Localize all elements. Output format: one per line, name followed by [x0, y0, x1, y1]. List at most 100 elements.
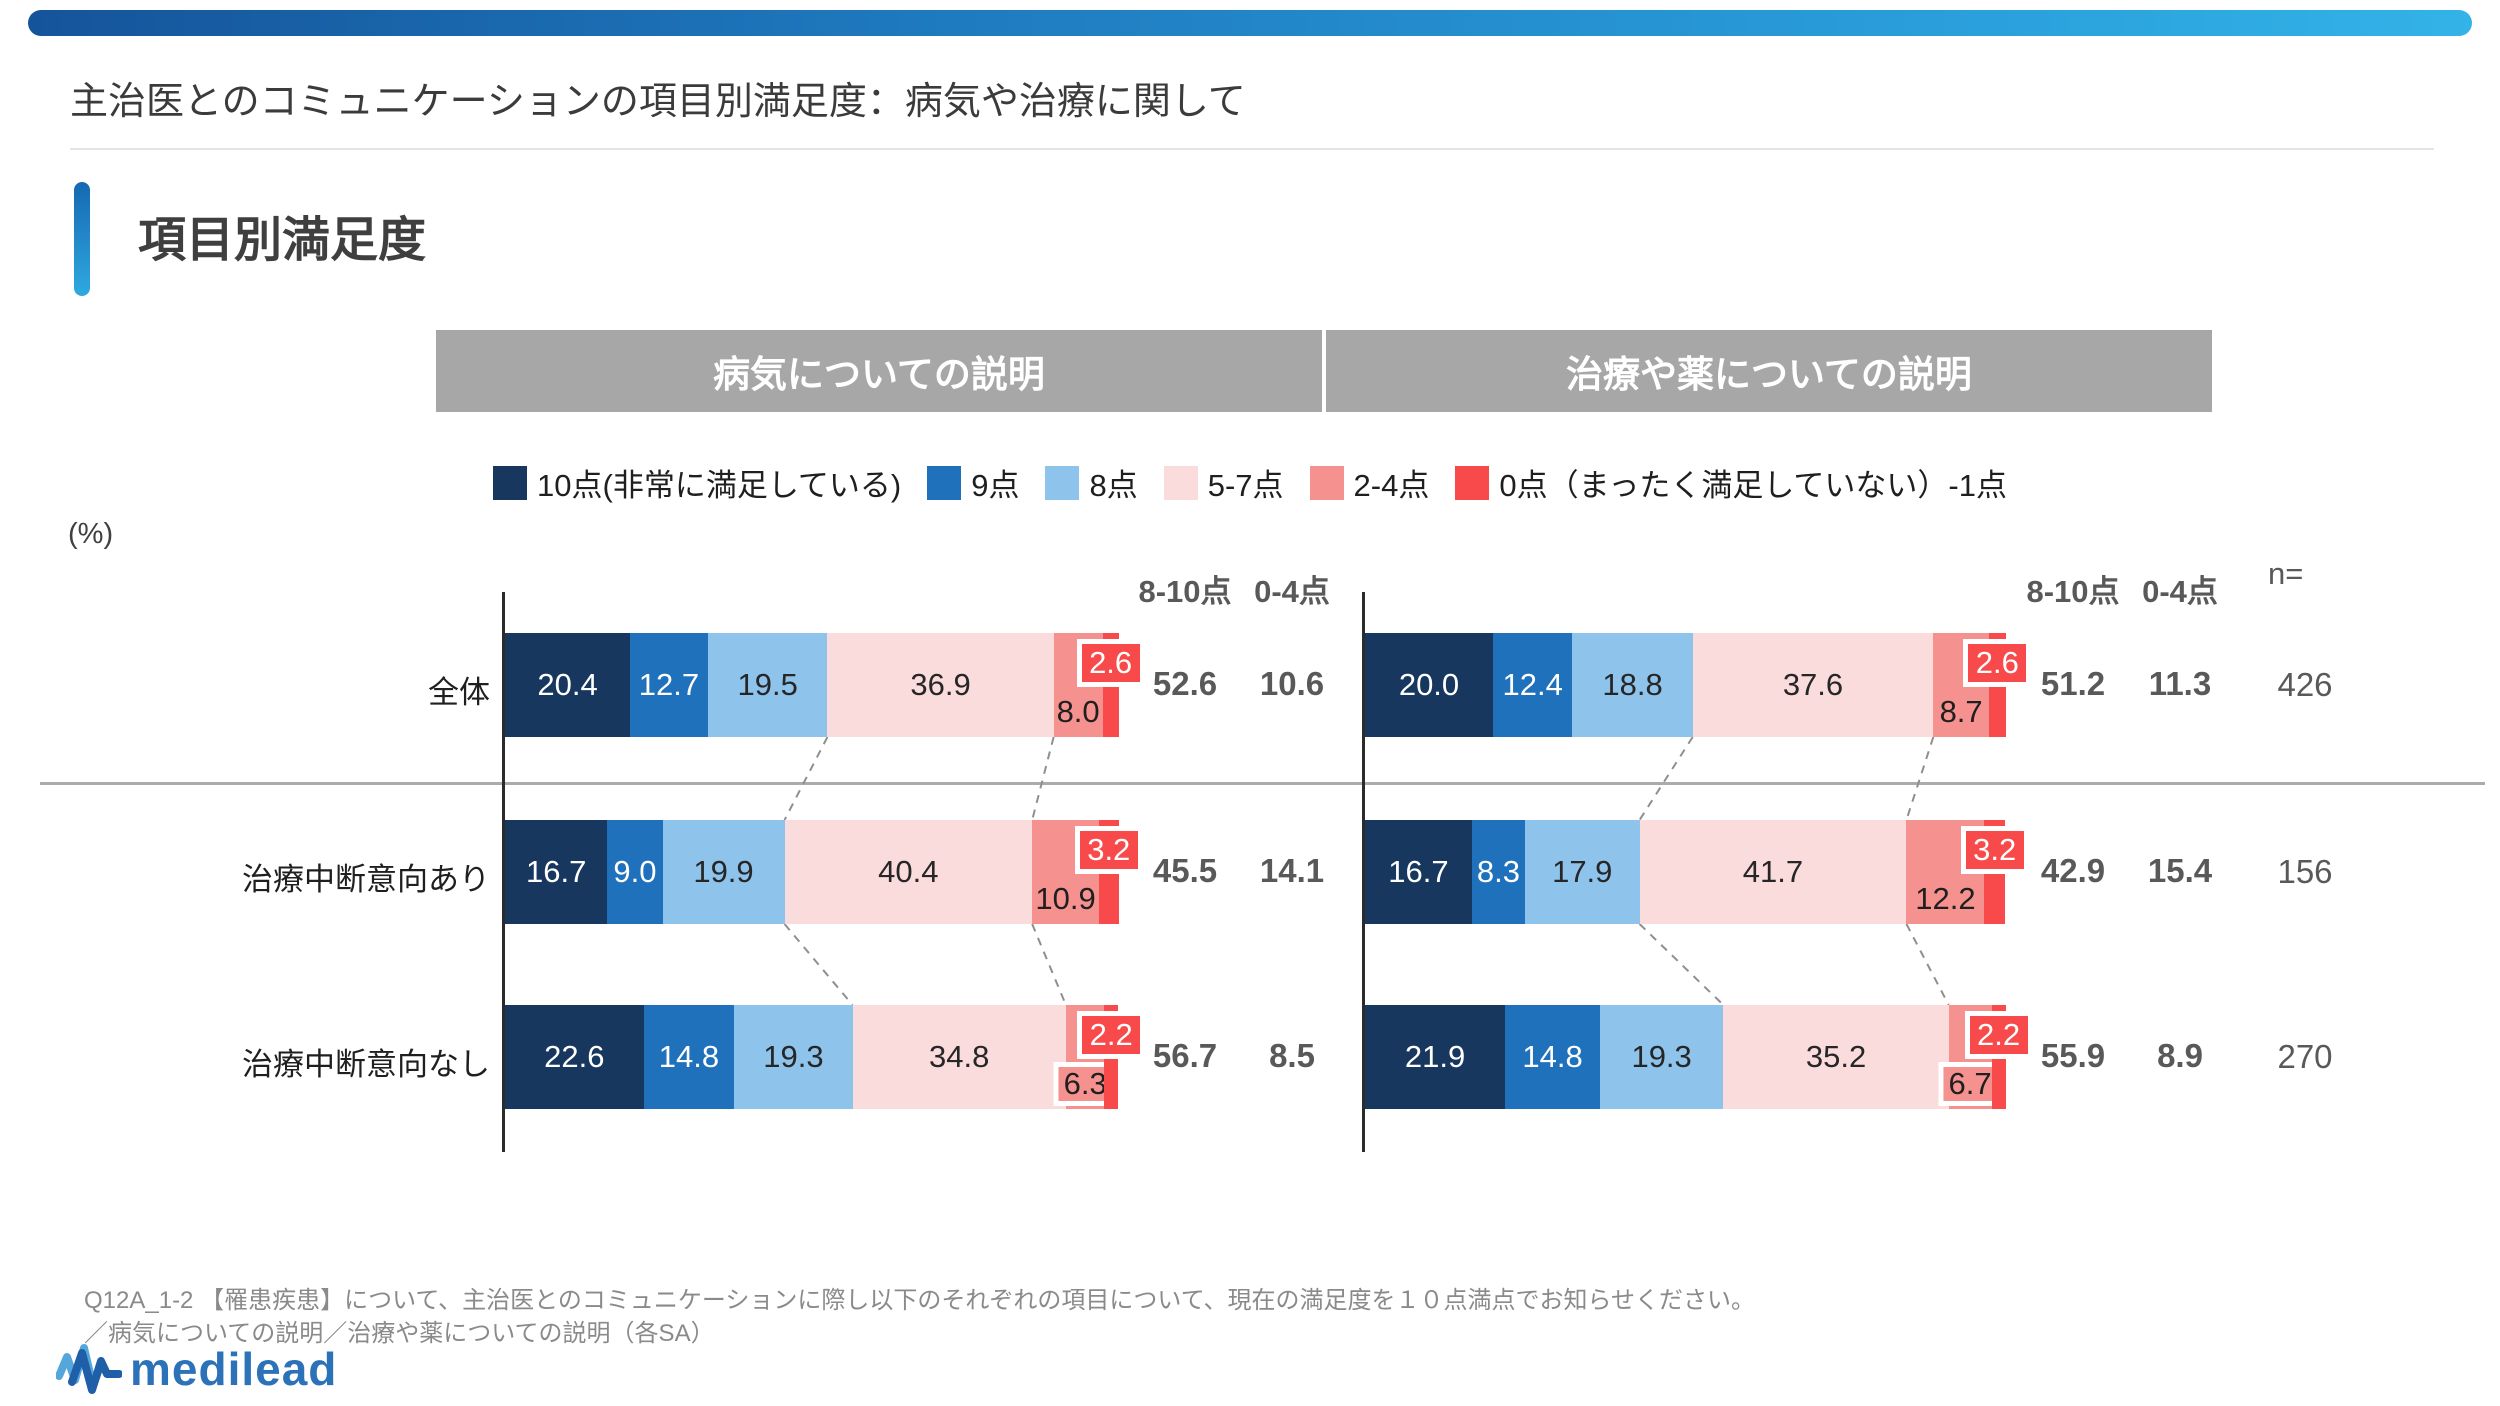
stacked-bar: 21.9 14.8 19.3 35.2 6.7 2.2 — [1365, 1005, 2028, 1109]
bar-segment: 12.7 — [630, 633, 708, 737]
category-label: 治療中断意向あり — [242, 862, 490, 897]
segment-value-label: 8.7 — [1939, 694, 1983, 729]
footnote-line1: Q12A_1-2 【罹患疾患】について、主治医とのコミュニケーションに際し以下の… — [84, 1287, 1756, 1314]
bar-segment: 22.6 — [505, 1005, 644, 1109]
segment-value-label: 35.2 — [1805, 1039, 1867, 1074]
legend-swatch — [1163, 465, 1198, 500]
bar-segment: 14.8 — [1505, 1005, 1600, 1109]
legend-swatch — [927, 465, 962, 500]
segment-value-label: 16.7 — [1388, 854, 1449, 889]
legend-item: 10点(非常に満足している) — [493, 460, 901, 505]
segment-value-label: 9.0 — [613, 854, 657, 889]
bar-segment: 2.6 — [1081, 633, 1140, 737]
summary-header-low-treatment: 0-4点 — [2142, 574, 2218, 609]
stacked-bar: 22.6 14.8 19.3 34.8 6.3 2.2 — [505, 1005, 1141, 1109]
footnote-line2: ／病気についての説明／治療や薬についての説明（各SA） — [84, 1320, 715, 1347]
segment-value-label: 34.8 — [929, 1039, 990, 1074]
legend-label: 9点 — [971, 468, 1020, 503]
segment-value-label: 14.8 — [1522, 1039, 1583, 1074]
legend-item: 5-7点 — [1163, 460, 1284, 505]
bar-segment: 17.9 — [1524, 820, 1640, 924]
bar-segment: 8.3 — [1471, 820, 1525, 924]
segment-value-label: 14.8 — [658, 1039, 720, 1074]
n-value: 156 — [2277, 853, 2333, 890]
bar-segment: 14.8 — [643, 1005, 735, 1109]
column-header-disease: 病気についての説明 — [436, 330, 1322, 412]
column-header-treatment: 治療や薬についての説明 — [1326, 330, 2212, 412]
bar-segment: 19.9 — [662, 820, 785, 924]
connector-lines — [783, 736, 1067, 1006]
chart-axis — [1362, 592, 1365, 1152]
section-title: 項目別満足度 — [138, 214, 427, 267]
row-separator-line — [40, 782, 2485, 785]
bar-segment: 41.7 — [1639, 820, 1907, 924]
segment-value-callout: 2.6 — [1968, 644, 2027, 682]
segment-value-label: 20.0 — [1398, 667, 1460, 702]
stacked-bar: 20.4 12.7 19.5 36.9 8.0 2.6 — [505, 633, 1140, 737]
segment-value-label: 6.3 — [1058, 1067, 1112, 1101]
segment-value-callout: 3.2 — [1965, 831, 2024, 869]
title-divider — [70, 148, 2434, 150]
legend: 10点(非常に満足している) 9点 8点 5-7点 2-4点 0点（まったく満足していない… — [0, 460, 2500, 505]
segment-value-label: 36.9 — [910, 667, 971, 702]
page-title: 主治医とのコミュニケーションの項目別満足度：病気や治療に関して — [70, 81, 1246, 123]
segment-value-label: 18.8 — [1602, 667, 1663, 702]
bar-segment: 9.0 — [607, 820, 663, 924]
n-value: 426 — [2277, 666, 2333, 703]
bar-segment: 2.2 — [1082, 1005, 1141, 1109]
segment-value-label: 19.9 — [693, 854, 754, 889]
bar-segment: 18.8 — [1572, 633, 1693, 737]
legend-label: 0点（まったく満足していない）-1点 — [1499, 468, 2007, 503]
segment-value-label: 8.0 — [1056, 694, 1100, 729]
bar-segment: 16.7 — [1365, 820, 1472, 924]
segment-value-label: 19.3 — [763, 1039, 824, 1074]
segment-value-callout: 2.2 — [1082, 1016, 1141, 1054]
segment-value-label: 40.4 — [878, 854, 939, 889]
segment-value-label: 10.9 — [1035, 881, 1096, 916]
axis-unit-label: (%) — [68, 518, 114, 550]
footnote: Q12A_1-2 【罹患疾患】について、主治医とのコミュニケーションに際し以下の… — [84, 1284, 1755, 1350]
legend-item: 0点（まったく満足していない）-1点 — [1455, 460, 2007, 505]
summary-low-value: 8.9 — [2157, 1037, 2203, 1074]
segment-value-label: 19.3 — [1631, 1039, 1692, 1074]
legend-swatch — [1045, 465, 1080, 500]
bar-segment: 16.7 — [505, 820, 608, 924]
segment-value-label: 17.9 — [1552, 854, 1613, 889]
connector-lines — [1638, 736, 1950, 1006]
summary-high-value: 52.6 — [1152, 665, 1218, 702]
bar-segment: 40.4 — [784, 820, 1033, 924]
segment-value-label: 20.4 — [537, 667, 598, 702]
section-accent-bar — [74, 182, 90, 296]
summary-high-value: 45.5 — [1152, 852, 1218, 889]
bar-segment: 2.6 — [1968, 633, 2027, 737]
summary-low-value: 14.1 — [1259, 852, 1325, 889]
bar-segment: 2.2 — [1969, 1005, 2028, 1109]
segment-value-label: 12.7 — [638, 667, 700, 702]
bar-segment: 20.4 — [505, 633, 631, 737]
summary-low-value: 8.5 — [1269, 1037, 1315, 1074]
n-value: 270 — [2277, 1038, 2333, 1075]
segment-value-label: 37.6 — [1782, 667, 1844, 702]
bar-segment: 19.3 — [1599, 1005, 1724, 1109]
summary-high-value: 42.9 — [2040, 852, 2106, 889]
stacked-bar: 16.7 9.0 19.9 40.4 10.9 3.2 — [505, 820, 1138, 924]
stacked-bar: 20.0 12.4 18.8 37.6 8.7 2.6 — [1365, 633, 2027, 737]
legend-swatch — [493, 465, 528, 500]
segment-value-label: 12.2 — [1915, 881, 1976, 916]
category-label: 全体 — [428, 675, 490, 710]
bar-segment: 20.0 — [1365, 633, 1493, 737]
summary-low-value: 11.3 — [2148, 665, 2212, 702]
summary-low-value: 10.6 — [1259, 665, 1325, 702]
bar-segment: 35.2 — [1723, 1005, 1949, 1109]
bar-segment: 34.8 — [852, 1005, 1066, 1109]
segment-value-callout: 3.2 — [1079, 831, 1138, 869]
legend-item: 2-4点 — [1309, 460, 1429, 505]
chart-axis — [502, 592, 505, 1152]
bar-segment: 19.3 — [734, 1005, 853, 1109]
bar-segment: 19.5 — [707, 633, 828, 737]
segment-value-label: 21.9 — [1404, 1039, 1466, 1074]
legend-swatch — [1309, 465, 1344, 500]
summary-high-value: 56.7 — [1152, 1037, 1218, 1074]
segment-value-label: 12.4 — [1502, 667, 1563, 702]
